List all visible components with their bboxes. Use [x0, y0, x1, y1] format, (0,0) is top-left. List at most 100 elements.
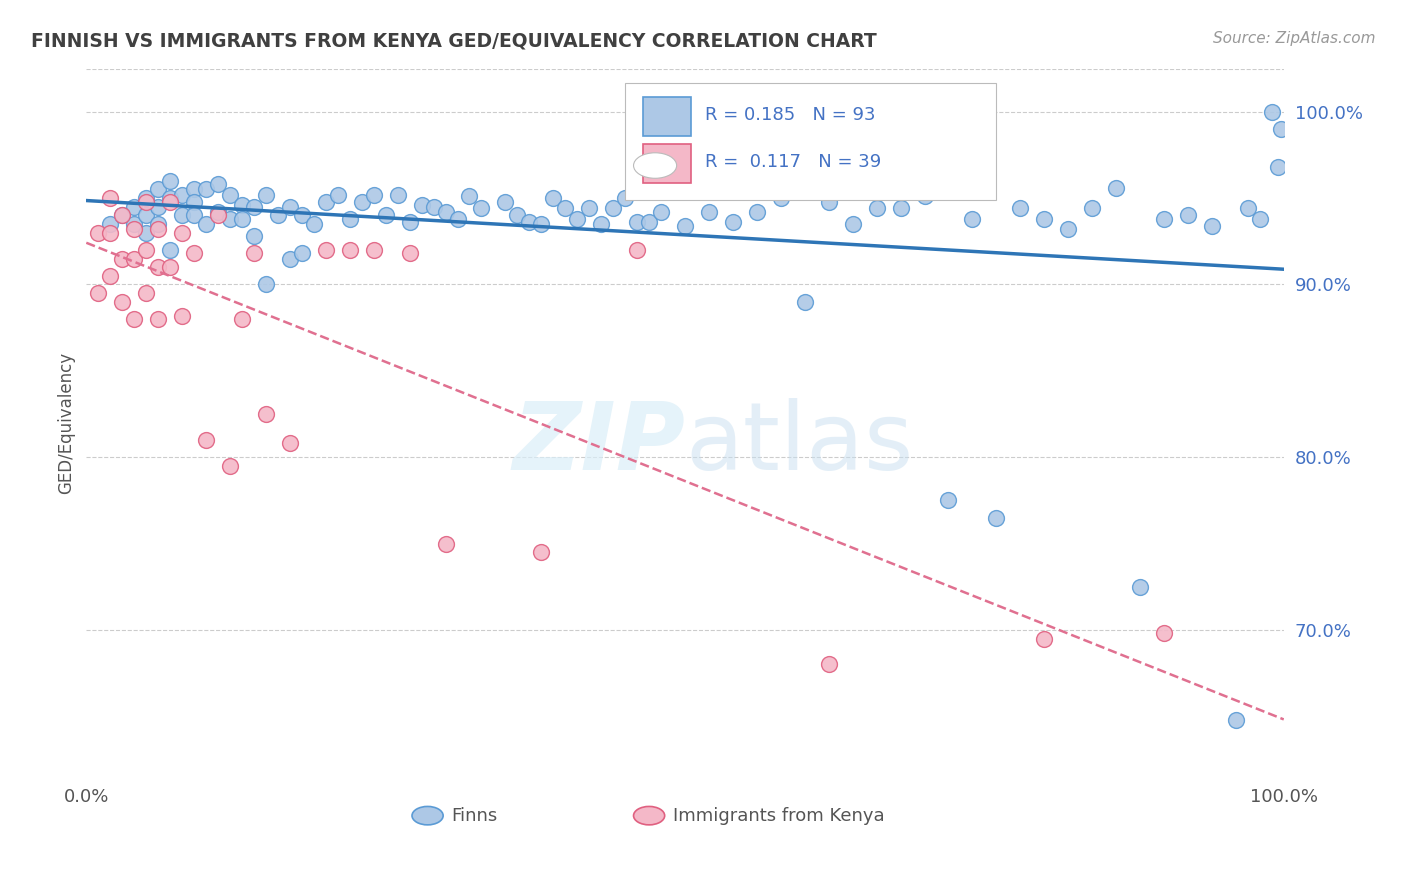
Point: [1153, 626, 1175, 640]
Point: [1237, 202, 1260, 216]
Point: [172, 187, 194, 202]
Text: R = 0.185   N = 93: R = 0.185 N = 93: [706, 105, 876, 124]
Point: [172, 208, 194, 222]
Point: [159, 260, 181, 275]
Point: [146, 222, 169, 236]
Point: [172, 226, 194, 240]
Point: [938, 493, 960, 508]
Point: [291, 208, 314, 222]
Point: [339, 243, 361, 257]
Point: [326, 187, 349, 202]
Point: [195, 217, 218, 231]
Point: [398, 215, 420, 229]
Point: [446, 211, 468, 226]
Point: [278, 436, 301, 450]
Point: [578, 202, 600, 216]
Point: [122, 222, 145, 236]
Point: [146, 260, 169, 275]
Point: [1010, 202, 1032, 216]
Point: [458, 189, 481, 203]
Point: [1033, 632, 1056, 646]
Point: [1177, 208, 1199, 222]
Point: [434, 205, 457, 219]
Point: [434, 536, 457, 550]
Point: [98, 268, 121, 283]
Circle shape: [412, 806, 443, 825]
Point: [530, 545, 553, 559]
Point: [207, 205, 229, 219]
Point: [697, 205, 720, 219]
Text: FINNISH VS IMMIGRANTS FROM KENYA GED/EQUIVALENCY CORRELATION CHART: FINNISH VS IMMIGRANTS FROM KENYA GED/EQU…: [31, 31, 877, 50]
Point: [1201, 219, 1223, 233]
Point: [591, 217, 613, 231]
Point: [626, 215, 648, 229]
Point: [363, 187, 385, 202]
Text: R =  0.117   N = 39: R = 0.117 N = 39: [706, 153, 882, 171]
Point: [315, 243, 337, 257]
Point: [219, 187, 242, 202]
Point: [195, 433, 218, 447]
Point: [567, 211, 589, 226]
Text: Finns: Finns: [451, 806, 498, 824]
Circle shape: [634, 806, 665, 825]
Point: [387, 187, 409, 202]
Point: [1033, 211, 1056, 226]
Point: [159, 243, 181, 257]
Text: atlas: atlas: [685, 398, 914, 490]
Y-axis label: GED/Equivalency: GED/Equivalency: [58, 351, 75, 493]
Point: [1225, 713, 1247, 727]
Point: [650, 205, 672, 219]
Point: [962, 211, 984, 226]
Point: [111, 252, 134, 266]
Point: [1153, 211, 1175, 226]
Point: [122, 312, 145, 326]
Point: [398, 246, 420, 260]
Point: [254, 277, 277, 292]
Point: [183, 246, 205, 260]
Point: [159, 194, 181, 209]
Point: [135, 286, 157, 301]
Point: [111, 294, 134, 309]
Point: [146, 200, 169, 214]
Point: [914, 189, 936, 203]
Point: [219, 458, 242, 473]
Point: [769, 191, 792, 205]
Point: [243, 200, 266, 214]
Point: [721, 215, 744, 229]
Point: [122, 200, 145, 214]
Point: [146, 182, 169, 196]
Point: [1270, 122, 1292, 136]
Point: [183, 194, 205, 209]
Point: [817, 194, 839, 209]
Point: [172, 309, 194, 323]
Point: [183, 208, 205, 222]
Point: [98, 191, 121, 205]
Point: [302, 217, 325, 231]
Point: [422, 200, 444, 214]
Point: [98, 226, 121, 240]
Point: [1081, 202, 1104, 216]
Point: [278, 200, 301, 214]
Point: [183, 182, 205, 196]
Point: [159, 174, 181, 188]
Point: [146, 217, 169, 231]
Point: [254, 187, 277, 202]
Point: [219, 211, 242, 226]
Point: [135, 194, 157, 209]
Point: [374, 208, 396, 222]
Point: [745, 205, 768, 219]
Point: [494, 194, 516, 209]
Text: ZIP: ZIP: [512, 398, 685, 490]
Point: [231, 198, 253, 212]
Point: [470, 202, 492, 216]
Point: [111, 208, 134, 222]
Point: [122, 217, 145, 231]
Point: [626, 243, 648, 257]
Point: [638, 215, 661, 229]
Point: [793, 294, 815, 309]
Point: [135, 191, 157, 205]
Point: [865, 202, 887, 216]
Point: [1267, 160, 1289, 174]
Point: [350, 194, 373, 209]
Point: [278, 252, 301, 266]
